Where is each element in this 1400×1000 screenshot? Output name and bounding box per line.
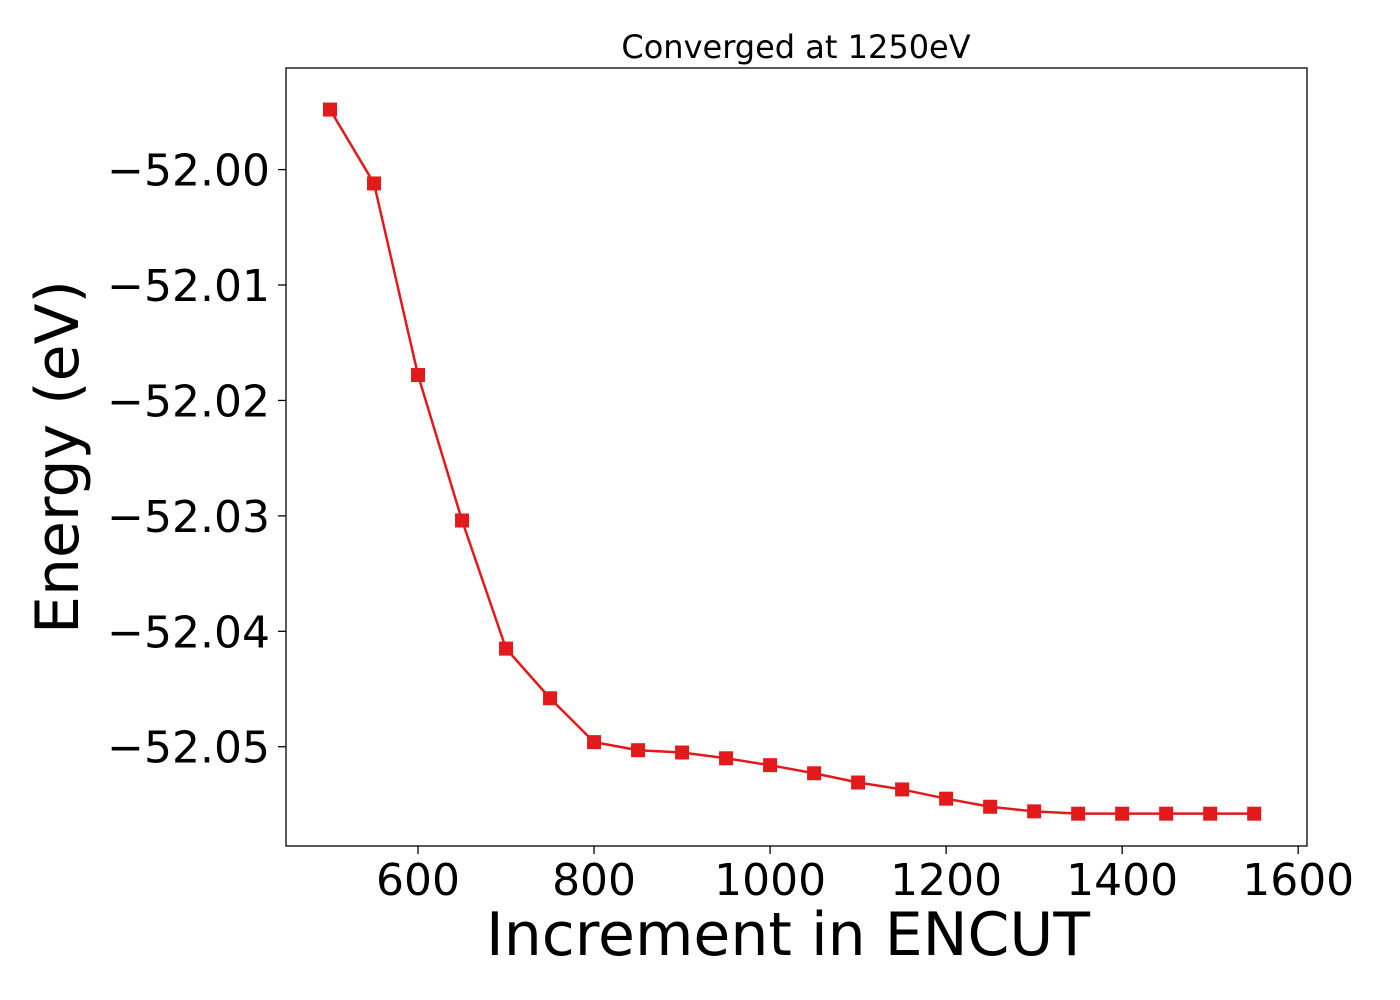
data-point [631, 743, 646, 758]
data-point [1027, 804, 1042, 819]
series-line [328, 108, 1255, 815]
data-point [851, 775, 866, 790]
data-point [1203, 806, 1218, 821]
x-tick-label: 1000 [714, 855, 826, 906]
data-point [895, 782, 910, 797]
y-axis-label: Energy (eV) [23, 280, 93, 634]
y-tick-label: −52.01 [107, 261, 270, 312]
data-point [411, 368, 426, 383]
x-tick-label: 600 [376, 855, 460, 906]
data-point [543, 691, 558, 706]
y-tick-label: −52.00 [107, 146, 270, 197]
data-point [455, 513, 470, 528]
data-point [807, 766, 822, 781]
y-tick-label: −52.04 [107, 607, 270, 658]
y-axis: −52.00 −52.01 −52.02 −52.03 −52.04 −52.05 [107, 146, 286, 774]
data-point [323, 102, 338, 117]
data-point [587, 735, 602, 750]
y-tick-label: −52.02 [107, 376, 270, 427]
x-tick-label: 1400 [1066, 855, 1178, 906]
x-axis: 600 800 1000 1200 1400 1600 [376, 846, 1354, 906]
data-point [1115, 806, 1130, 821]
chart-title: Converged at 1250eV [621, 28, 970, 66]
data-point [499, 641, 514, 656]
data-point [1159, 806, 1174, 821]
plot-area [323, 102, 1262, 821]
data-point [1247, 806, 1262, 821]
data-point [675, 745, 690, 760]
x-tick-label: 1600 [1242, 855, 1354, 906]
axes-frame [285, 67, 1308, 847]
data-point [939, 791, 954, 806]
x-tick-label: 800 [552, 855, 636, 906]
data-point [367, 176, 382, 191]
data-point [983, 799, 998, 814]
data-point [1071, 806, 1086, 821]
y-tick-label: −52.03 [107, 492, 270, 543]
x-axis-label: Increment in ENCUT [486, 900, 1090, 970]
y-tick-label: −52.05 [107, 723, 270, 774]
data-point [763, 758, 778, 773]
x-tick-label: 1200 [890, 855, 1002, 906]
data-point [719, 751, 734, 766]
